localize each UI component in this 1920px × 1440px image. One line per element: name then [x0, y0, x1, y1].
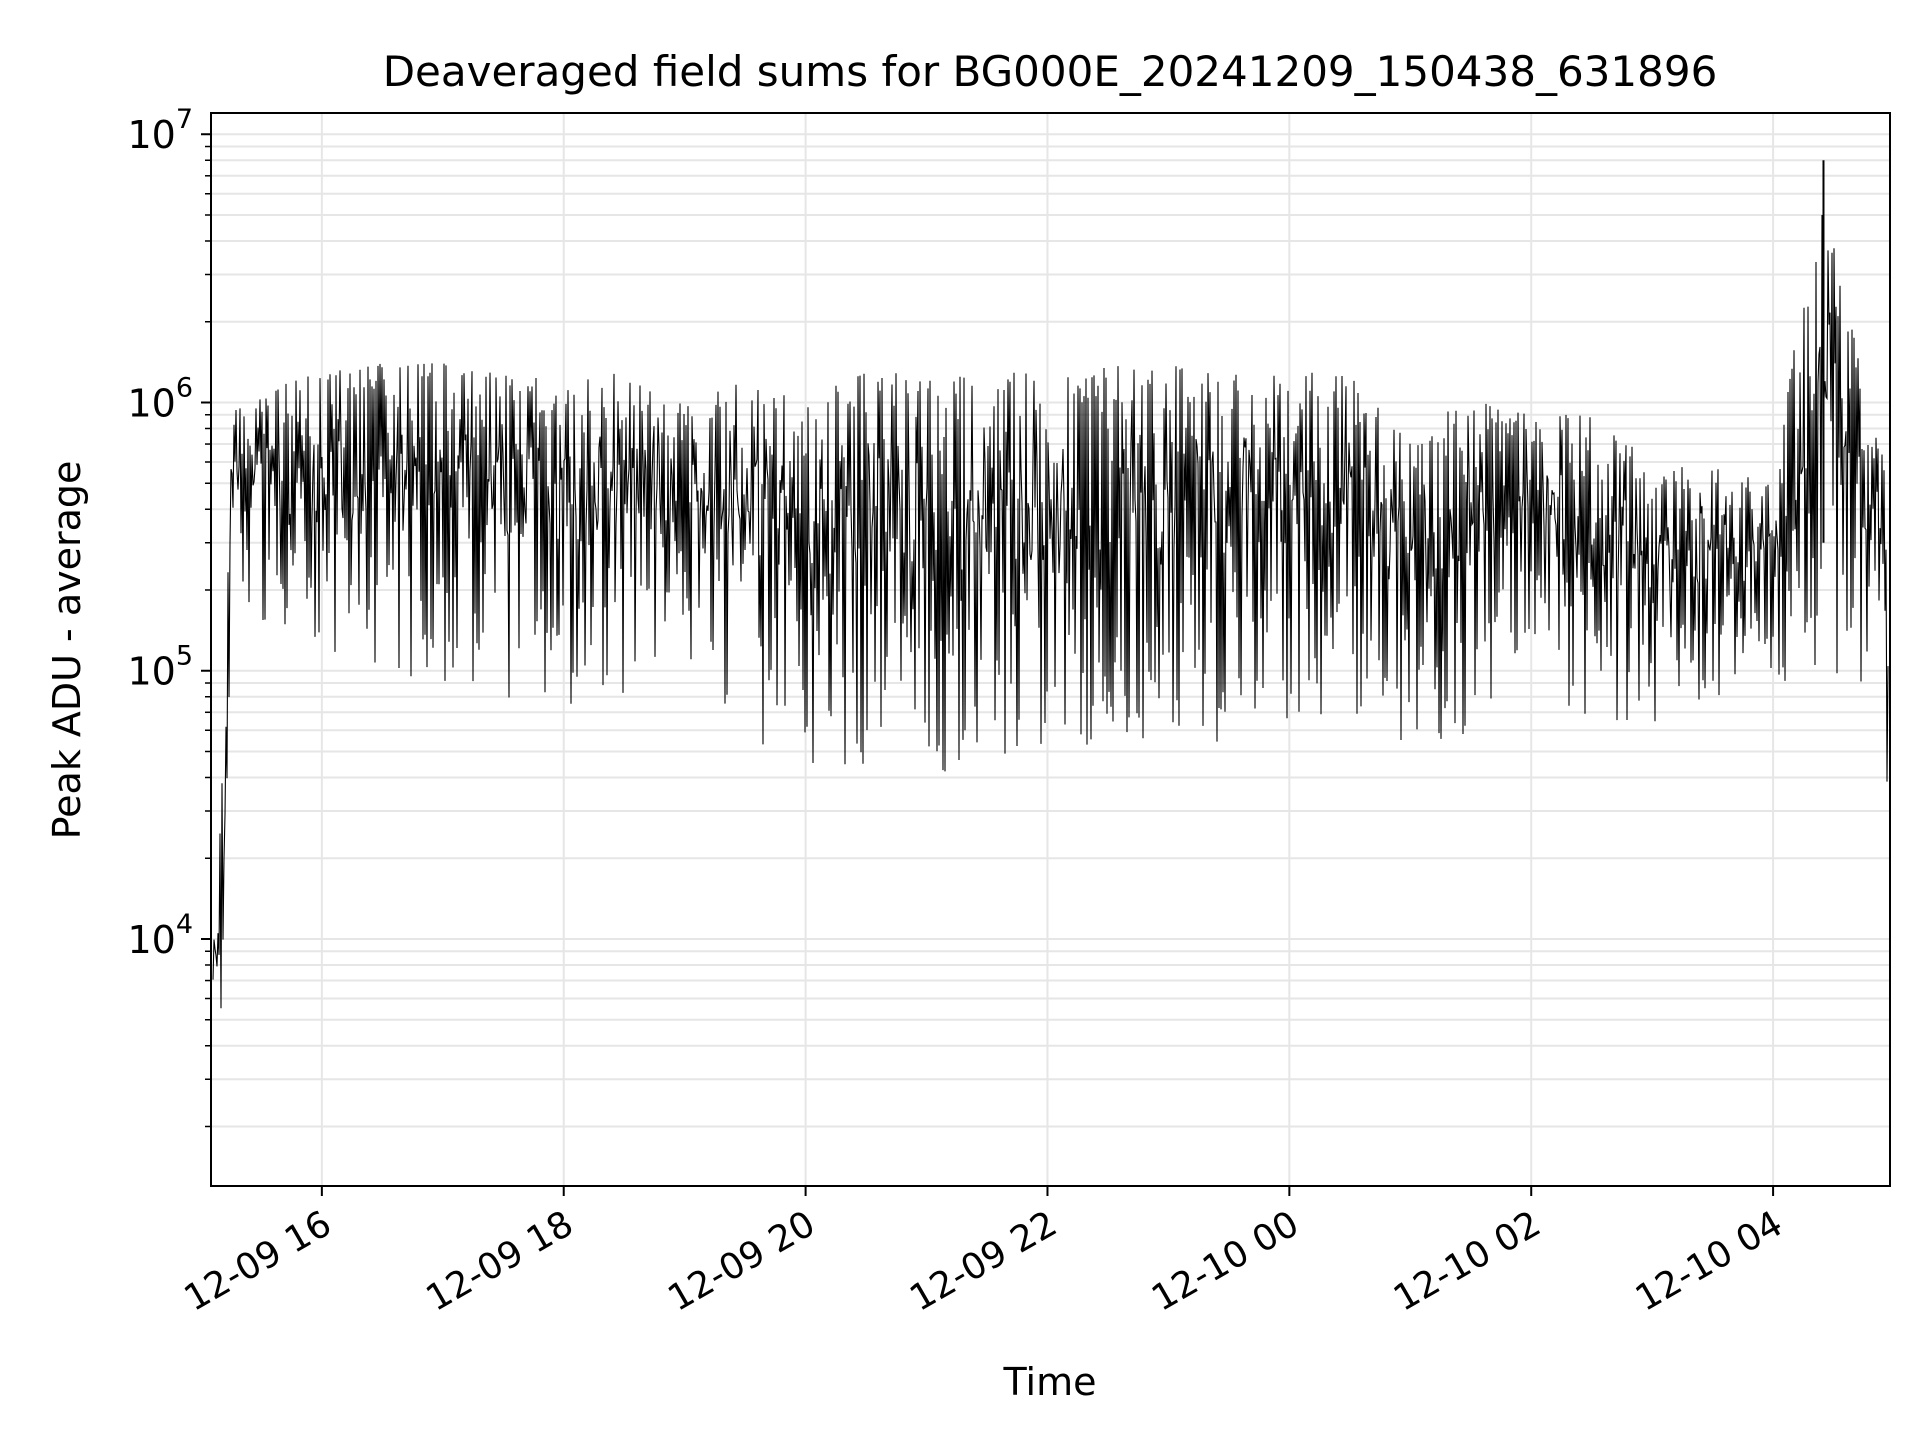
y-axis-label: Peak ADU - average: [45, 461, 89, 840]
x-axis-label: Time: [1003, 1360, 1097, 1404]
y-tick-label: 104: [127, 909, 193, 962]
y-tick-label: 106: [127, 372, 193, 425]
series-line: [212, 160, 1889, 1009]
grid: [211, 113, 1890, 1186]
series-path: [212, 214, 1889, 1009]
y-tick-label: 105: [127, 641, 193, 694]
y-tick-label: 107: [127, 104, 193, 157]
plot-frame: [210, 112, 1891, 1187]
chart-title: Deaveraged field sums for BG000E_2024120…: [383, 47, 1718, 96]
y-axis: 104 105 106 107: [127, 104, 211, 1128]
